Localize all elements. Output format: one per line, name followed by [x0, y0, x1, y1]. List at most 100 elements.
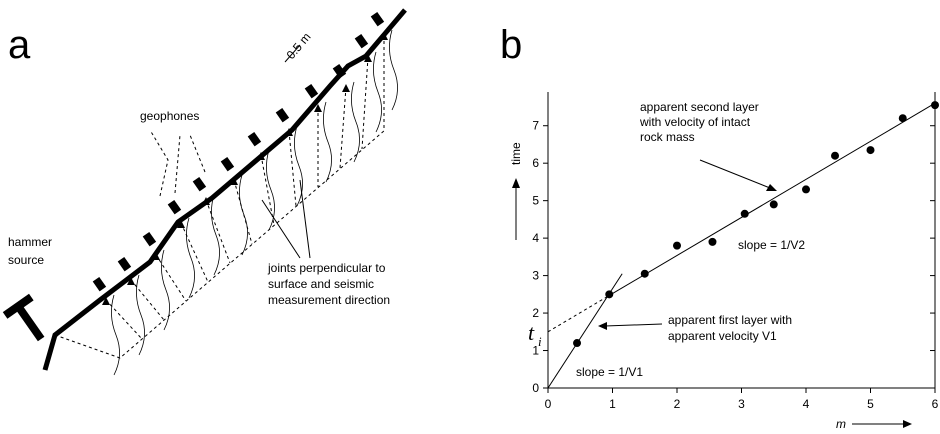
- geophone: [332, 63, 347, 79]
- leader: [174, 134, 181, 194]
- annotation-arrowhead: [766, 184, 777, 191]
- ray-arrow: [230, 177, 238, 185]
- point: [866, 146, 875, 155]
- joint: [161, 249, 170, 331]
- x-tick-label: 4: [803, 397, 810, 411]
- ray-path: [180, 222, 209, 283]
- joint: [294, 125, 303, 207]
- annotation-arrow: [699, 159, 771, 189]
- joints-label: joints perpendicular to: [267, 261, 386, 275]
- ray-path: [288, 130, 297, 207]
- x-tick-label: 3: [738, 397, 745, 411]
- fit-line: [609, 102, 936, 296]
- ray-arrow: [102, 297, 110, 305]
- ray-arrow: [285, 128, 293, 136]
- annotation: rock mass: [640, 130, 695, 144]
- ray-arrow: [127, 277, 135, 285]
- annotation: apparent velocity V1: [668, 329, 777, 343]
- panel-label: a: [8, 23, 31, 67]
- ray-path: [155, 254, 187, 302]
- hammer: [2, 293, 45, 342]
- x-tick-label: 1: [609, 397, 616, 411]
- ray-arrow: [177, 220, 185, 228]
- annotation-arrow: [604, 323, 663, 327]
- point: [740, 209, 749, 218]
- point: [573, 339, 582, 348]
- joint: [186, 217, 195, 299]
- joints-label: measurement direction: [268, 293, 390, 307]
- point: [605, 290, 614, 299]
- y-tick-label: 7: [532, 119, 539, 133]
- annotation-arrowhead: [598, 322, 607, 330]
- ray-arrow: [202, 197, 210, 205]
- joint: [239, 174, 248, 256]
- y-axis-label: time: [509, 142, 523, 165]
- ray-path: [130, 279, 165, 321]
- leader: [189, 134, 206, 173]
- geophone: [167, 199, 182, 215]
- point: [931, 101, 939, 110]
- joint: [351, 81, 360, 163]
- annotation: slope = 1/V2: [738, 238, 805, 252]
- hammer-label: source: [8, 253, 44, 267]
- geophone: [247, 131, 262, 147]
- point: [769, 200, 778, 209]
- y-tick-label: 1: [532, 344, 539, 358]
- leader: [261, 199, 301, 259]
- geophone: [275, 107, 290, 123]
- annotation: apparent first layer with: [668, 313, 792, 327]
- ray-arrow: [257, 152, 265, 160]
- scale-arrow: [284, 44, 301, 63]
- intercept-sub: i: [538, 334, 542, 349]
- annotation: apparent second layer: [640, 100, 759, 114]
- geophone: [220, 156, 235, 172]
- x-tick-label: 0: [545, 397, 552, 411]
- joint: [266, 149, 275, 231]
- y-tick-label: 5: [532, 194, 539, 208]
- ray-path: [361, 56, 369, 150]
- ray-path: [260, 154, 275, 226]
- point: [640, 269, 649, 278]
- intercept-label: t: [528, 320, 535, 345]
- joint: [211, 194, 220, 276]
- joint: [111, 294, 120, 376]
- x-axis-label: m: [836, 417, 846, 431]
- y-tick-label: 3: [532, 269, 539, 283]
- geophone: [370, 11, 385, 27]
- x-tick-label: 2: [674, 397, 681, 411]
- hammer-label: hammer: [8, 235, 52, 249]
- geophone: [142, 231, 157, 247]
- geophone: [192, 176, 207, 192]
- y-tick-label: 2: [532, 306, 539, 320]
- ray-path: [205, 199, 231, 264]
- y-tick-label: 4: [532, 231, 539, 245]
- y-tick-label: 0: [532, 381, 539, 395]
- ray-arrow: [314, 104, 322, 112]
- refractor: [54, 129, 386, 359]
- ray-arrow: [152, 252, 160, 260]
- ray-arrow: [364, 54, 372, 62]
- point: [898, 114, 907, 123]
- joint: [136, 274, 145, 356]
- point: [831, 151, 840, 160]
- geophone: [304, 83, 319, 99]
- geophones-label: geophones: [140, 109, 199, 123]
- point: [708, 237, 717, 246]
- joint: [323, 101, 332, 183]
- x-tick-label: 5: [867, 397, 874, 411]
- joint: [389, 29, 398, 111]
- annotation: slope = 1/V1: [576, 365, 643, 379]
- x-tick-label: 6: [932, 397, 939, 411]
- point: [673, 241, 681, 250]
- panel-label: b: [500, 23, 522, 67]
- y-arrowhead: [512, 178, 520, 188]
- slope-surface: [42, 8, 407, 371]
- y-tick-label: 6: [532, 156, 539, 170]
- annotation: with velocity of intact: [639, 115, 751, 129]
- ray-arrow: [342, 84, 350, 92]
- x-arrowhead: [903, 420, 912, 428]
- joints-label: surface and seismic: [268, 277, 374, 291]
- geophone: [354, 33, 369, 49]
- joint: [373, 51, 382, 133]
